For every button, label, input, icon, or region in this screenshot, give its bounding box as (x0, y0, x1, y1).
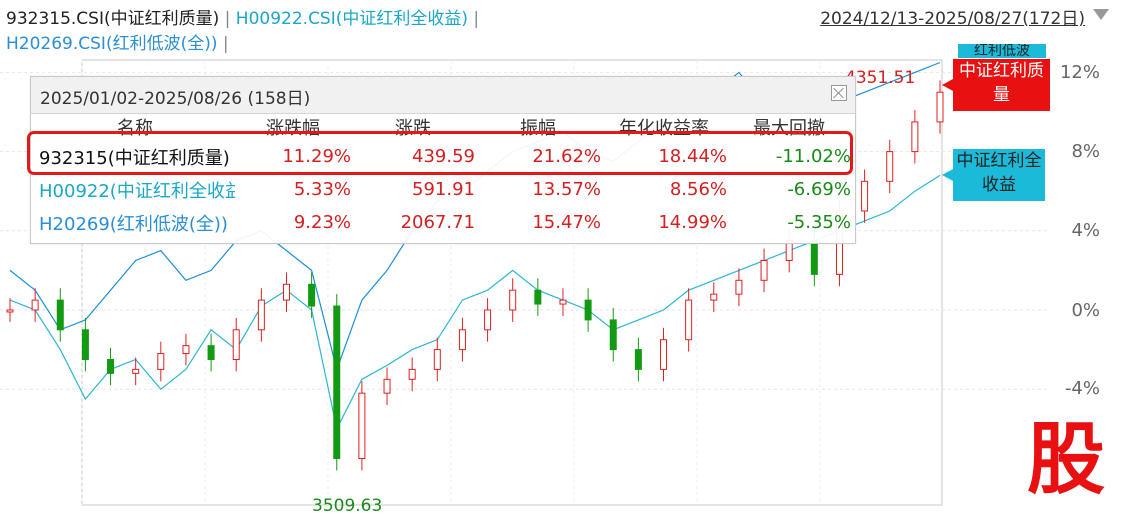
highlight-box (27, 131, 853, 175)
candle-body (257, 299, 265, 331)
header-line-1: 932315.CSI(中证红利质量) | H00922.CSI(中证红利全收益)… (6, 4, 479, 29)
table-row[interactable]: H00922(中证红利全收益) 5.33% 591.91 13.57% 8.56… (35, 173, 851, 206)
candle-body (207, 345, 215, 361)
candle-body (710, 293, 718, 301)
cell-mdd: -5.35% (787, 212, 851, 233)
date-range-selector[interactable]: 2024/12/13-2025/08/27(172日) (820, 9, 1085, 29)
dropdown-arrow-icon[interactable] (1093, 9, 1109, 20)
series-line (9, 174, 941, 431)
candle-body (861, 180, 869, 212)
y-tick-label: -4% (1064, 378, 1100, 399)
callout-pointer (942, 79, 953, 91)
candle-body (308, 283, 316, 307)
logo-text: 股 (1027, 415, 1105, 498)
candle-body (383, 378, 391, 394)
cell-chg-pct: 11.29% (282, 146, 351, 167)
candle-body (232, 329, 240, 360)
popup-title: 2025/01/02-2025/08/26 (158日) (40, 89, 311, 109)
series-label-total-return[interactable]: H00922.CSI(中证红利全收益) (235, 9, 469, 29)
row-name: H20269(红利低波(全)) (39, 213, 228, 235)
peak-marker-label: 4351.51 (845, 68, 916, 88)
callout-quality: 中证红利质量 (953, 59, 1050, 111)
cell-chg: 2067.71 (400, 212, 475, 233)
candle-body (6, 309, 14, 313)
cell-chg-pct: 9.23% (293, 212, 351, 233)
table-row[interactable]: H20269(红利低波(全)) 9.23% 2067.71 15.47% 14.… (35, 206, 851, 239)
separator: | (219, 9, 236, 29)
candle-body (886, 151, 894, 182)
candle-body (333, 305, 341, 460)
candle-body (157, 353, 165, 370)
candle-body (911, 121, 919, 153)
cell-amp: 15.47% (532, 212, 601, 233)
candle-body (107, 359, 115, 374)
callout-pointer (942, 169, 953, 181)
candle-body (31, 299, 39, 311)
separator: | (468, 9, 480, 29)
y-tick-label: 8% (1071, 141, 1100, 162)
series-label-low-vol[interactable]: H20269.CSI(红利低波(全)) (6, 34, 218, 54)
candle-body (408, 368, 416, 380)
y-tick-label: 0% (1071, 300, 1100, 321)
candle-body (484, 309, 492, 331)
cell-chg: 439.59 (412, 146, 475, 167)
candle-body (358, 392, 366, 459)
popup-header: 2025/01/02-2025/08/26 (158日) (31, 77, 855, 114)
candle-body (685, 299, 693, 341)
callout-total-return: 中证红利全收益 (953, 149, 1045, 201)
candle-body (458, 329, 466, 351)
candle-body (182, 345, 190, 355)
cell-chg-pct: 5.33% (293, 179, 351, 200)
cell-annual: 18.44% (658, 146, 727, 167)
series-label-quality[interactable]: 932315.CSI(中证红利质量) (6, 9, 220, 29)
separator: | (217, 34, 229, 54)
candle-body (634, 349, 642, 370)
header-line-2: H20269.CSI(红利低波(全)) | (6, 29, 229, 54)
candle-body (584, 299, 592, 321)
candle-body (433, 349, 441, 370)
cell-annual: 14.99% (658, 212, 727, 233)
cell-amp: 21.62% (532, 146, 601, 167)
candle-body (936, 91, 944, 123)
y-tick-label: 4% (1071, 220, 1100, 241)
brand-logo: 股 (1022, 415, 1110, 498)
candle-body (559, 299, 567, 305)
trough-marker-label: 3509.63 (312, 496, 383, 516)
cell-amp: 13.57% (532, 179, 601, 200)
callout-low-vol: 红利低波 (958, 44, 1046, 58)
cell-annual: 8.56% (669, 179, 727, 200)
candle-body (534, 289, 542, 305)
row-name: H00922(中证红利全收益) (39, 180, 235, 202)
candle-body (735, 279, 743, 295)
candle-body (509, 289, 517, 311)
candle-body (81, 329, 89, 360)
close-icon[interactable] (831, 85, 847, 101)
candle-body (810, 240, 818, 275)
cell-mdd: -11.02% (775, 146, 851, 167)
table-row[interactable]: 932315(中证红利质量) 11.29% 439.59 21.62% 18.4… (35, 140, 851, 173)
row-name: 932315(中证红利质量) (39, 147, 230, 169)
candle-body (282, 283, 290, 301)
cell-chg: 591.91 (412, 179, 475, 200)
candle-body (660, 339, 668, 370)
y-tick-label: 12% (1059, 62, 1100, 83)
candle-body (609, 319, 617, 351)
candle-body (56, 299, 64, 331)
candle-body (132, 368, 140, 374)
cell-mdd: -6.69% (787, 179, 851, 200)
candle-body (760, 260, 768, 281)
